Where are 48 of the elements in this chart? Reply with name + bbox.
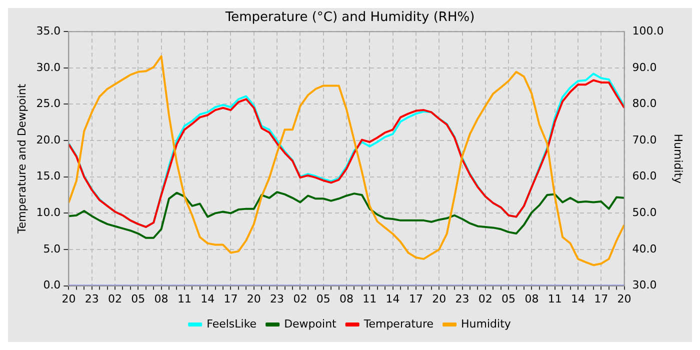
x-tick-label: 14 bbox=[200, 292, 215, 306]
x-tick-label: 02 bbox=[478, 292, 492, 306]
y-tick-label: 25.0 bbox=[36, 97, 61, 110]
y-tick-label: 5.0 bbox=[43, 242, 61, 256]
legend-label: FeelsLike bbox=[206, 317, 257, 330]
x-tick-label: 11 bbox=[548, 292, 562, 306]
x-tick-label: 20 bbox=[432, 292, 446, 306]
y2-tick-label: 90.0 bbox=[632, 60, 657, 74]
x-tick-label: 20 bbox=[246, 292, 261, 306]
y-tick-label: 20.0 bbox=[36, 133, 61, 146]
x-tick-label: 20 bbox=[617, 292, 632, 306]
x-tick-label: 14 bbox=[571, 292, 586, 306]
y-tick-label: 35.0 bbox=[36, 24, 61, 38]
y2-axis-title: Humidity bbox=[672, 134, 685, 184]
y2-tick-label: 30.0 bbox=[632, 278, 657, 292]
y2-tick-label: 70.0 bbox=[632, 133, 657, 146]
x-tick-label: 05 bbox=[131, 292, 146, 306]
y-tick-label: 15.0 bbox=[36, 170, 61, 183]
y-tick-label: 30.0 bbox=[36, 60, 61, 74]
x-tick-label: 23 bbox=[84, 292, 99, 306]
x-tick-label: 08 bbox=[340, 292, 354, 306]
y-tick-label: 0.0 bbox=[43, 278, 61, 292]
x-tick-label: 20 bbox=[62, 292, 76, 306]
y-tick-label: 10.0 bbox=[36, 206, 61, 220]
x-tick-label: 11 bbox=[362, 292, 377, 306]
x-tick-label: 02 bbox=[293, 292, 308, 306]
x-tick-label: 02 bbox=[108, 292, 122, 306]
x-tick-label: 08 bbox=[524, 292, 539, 306]
chart-title: Temperature (°C) and Humidity (RH%) bbox=[224, 10, 475, 26]
x-tick-label: 14 bbox=[386, 292, 400, 306]
y2-tick-label: 40.0 bbox=[632, 242, 657, 256]
x-tick-label: 17 bbox=[408, 292, 423, 306]
legend-label: Dewpoint bbox=[284, 317, 338, 330]
x-tick-label: 11 bbox=[177, 292, 192, 306]
y2-tick-label: 60.0 bbox=[632, 170, 657, 183]
y2-tick-label: 100.0 bbox=[632, 24, 664, 38]
x-tick-label: 23 bbox=[455, 292, 470, 306]
x-tick-label: 17 bbox=[224, 292, 238, 306]
x-tick-label: 08 bbox=[154, 292, 168, 306]
x-tick-label: 23 bbox=[270, 292, 284, 306]
y-axis-title: Temperature and Dewpoint bbox=[15, 83, 28, 235]
legend-label: Humidity bbox=[461, 317, 512, 330]
y2-tick-label: 80.0 bbox=[632, 97, 657, 110]
x-tick-label: 17 bbox=[594, 292, 608, 306]
legend-label: Temperature bbox=[362, 317, 434, 330]
y2-tick-label: 50.0 bbox=[632, 206, 657, 220]
x-tick-label: 05 bbox=[502, 292, 516, 306]
x-tick-label: 05 bbox=[316, 292, 330, 306]
